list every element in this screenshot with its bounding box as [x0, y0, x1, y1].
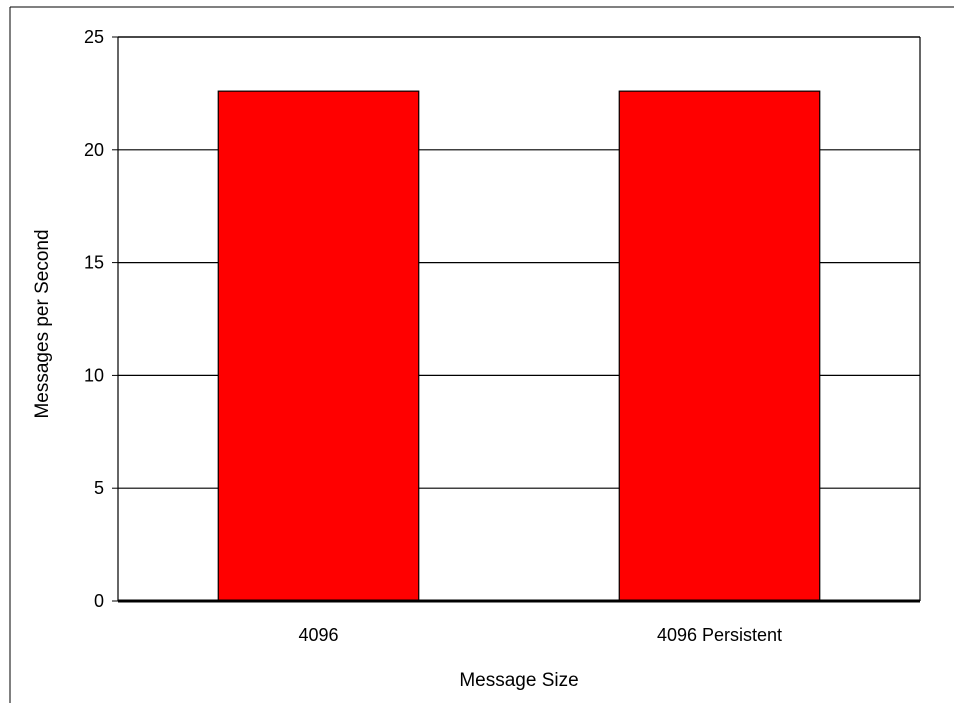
bar-0	[217, 90, 420, 602]
x-tick-labels: 4096 4096 Persistent	[298, 625, 782, 645]
y-tick-label-25: 25	[84, 27, 104, 47]
x-axis-title: Message Size	[459, 670, 578, 691]
y-tick-label-10: 10	[84, 365, 104, 385]
y-axis-title: Messages per Second	[32, 229, 53, 418]
x-tick-label-1: 4096 Persistent	[657, 625, 782, 645]
bar-1	[618, 90, 821, 602]
y-tick-label-20: 20	[84, 140, 104, 160]
axes	[112, 36, 921, 603]
y-tick-label-0: 0	[94, 591, 104, 611]
bars	[217, 90, 821, 602]
x-tick-label-0: 4096	[298, 625, 338, 645]
y-tick-label-15: 15	[84, 253, 104, 273]
y-tick-labels: 0 5 10 15 20 25	[84, 27, 104, 611]
y-tick-label-5: 5	[94, 478, 104, 498]
